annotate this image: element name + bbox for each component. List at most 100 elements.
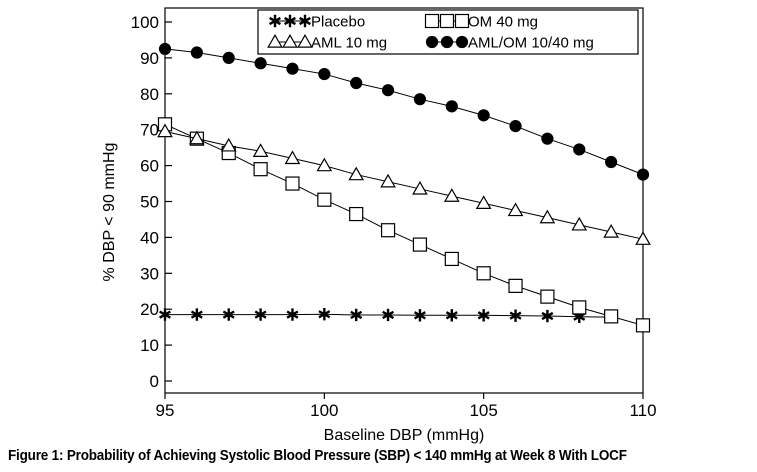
data-point bbox=[350, 308, 363, 322]
y-axis: 0 10 20 30 40 50 60 70 80 90 100 bbox=[131, 13, 172, 391]
legend-label: Placebo bbox=[311, 14, 365, 31]
series-line bbox=[164, 123, 644, 326]
data-point bbox=[159, 308, 171, 321]
legend-label: OM 40 mg bbox=[468, 14, 538, 31]
data-point bbox=[318, 308, 331, 321]
y-tick-label: 90 bbox=[140, 49, 159, 68]
data-point bbox=[509, 309, 522, 322]
legend-marker bbox=[454, 13, 470, 29]
data-point bbox=[412, 180, 428, 195]
data-point bbox=[635, 318, 651, 333]
x-tick-label: 100 bbox=[310, 401, 338, 420]
y-tick-label: 70 bbox=[140, 121, 159, 140]
data-point bbox=[477, 309, 490, 322]
legend-marker bbox=[439, 13, 455, 29]
series-line bbox=[164, 48, 644, 176]
data-point bbox=[539, 209, 556, 224]
data-point bbox=[508, 278, 523, 293]
data-point bbox=[445, 100, 458, 113]
legend-marker bbox=[424, 13, 440, 29]
y-axis-title: % DBP < 90 mmHg bbox=[101, 143, 118, 282]
data-point bbox=[604, 309, 619, 324]
legend-marker bbox=[267, 33, 283, 48]
legend-marker bbox=[297, 33, 313, 48]
x-tick-label: 105 bbox=[469, 401, 497, 420]
data-point bbox=[222, 51, 235, 65]
data-point bbox=[412, 237, 428, 252]
data-point bbox=[317, 192, 332, 207]
x-axis-title: Baseline DBP (mmHg) bbox=[324, 427, 485, 444]
series-layer bbox=[157, 42, 651, 333]
legend-marker bbox=[425, 35, 439, 49]
data-point bbox=[605, 155, 618, 169]
legend-label: AML 10 mg bbox=[311, 35, 387, 52]
data-point bbox=[475, 195, 492, 209]
y-tick-label: 20 bbox=[140, 300, 159, 319]
data-point bbox=[413, 309, 426, 322]
y-tick-label: 60 bbox=[140, 157, 159, 176]
series-circle bbox=[158, 42, 650, 181]
legend-item-star: Placebo bbox=[269, 14, 365, 31]
data-point bbox=[380, 223, 396, 238]
x-tick-label: 95 bbox=[156, 401, 175, 420]
data-point bbox=[413, 93, 427, 106]
data-point bbox=[476, 266, 491, 281]
data-point bbox=[477, 109, 490, 122]
data-point bbox=[252, 143, 269, 157]
figure-caption: Figure 1: Probability of Achieving Systo… bbox=[8, 448, 627, 464]
x-axis: 95 100 105 110 bbox=[156, 393, 657, 420]
legend-marker bbox=[282, 33, 298, 48]
data-point bbox=[190, 46, 203, 59]
y-tick-label: 40 bbox=[140, 228, 159, 247]
data-point bbox=[220, 137, 237, 152]
y-tick-label: 10 bbox=[140, 336, 159, 355]
y-tick-label: 80 bbox=[140, 85, 159, 104]
series-line bbox=[164, 131, 644, 240]
data-point bbox=[603, 224, 619, 238]
data-point bbox=[348, 166, 365, 181]
y-tick-label: 0 bbox=[150, 372, 159, 391]
series-star bbox=[159, 308, 618, 324]
legend-item-triangle: AML 10 mg bbox=[267, 33, 387, 52]
chart: 0 10 20 30 40 50 60 70 80 90 100 95 100 105 110 % DBP… bbox=[101, 7, 657, 444]
data-point bbox=[445, 309, 458, 322]
data-point bbox=[380, 173, 396, 188]
data-point bbox=[286, 308, 299, 321]
y-tick-label: 30 bbox=[140, 264, 159, 283]
y-tick-label: 100 bbox=[131, 13, 159, 32]
plot-frame bbox=[164, 7, 644, 394]
data-point bbox=[286, 62, 299, 75]
data-point bbox=[635, 231, 651, 245]
data-point bbox=[636, 168, 650, 181]
data-point bbox=[285, 176, 300, 191]
data-point bbox=[507, 202, 524, 217]
data-point bbox=[572, 300, 587, 315]
legend-marker bbox=[269, 14, 281, 28]
data-point bbox=[350, 76, 363, 90]
data-point bbox=[349, 206, 364, 222]
data-point bbox=[189, 130, 205, 145]
legend-item-circle: AML/OM 10/40 mg bbox=[425, 35, 594, 52]
data-point bbox=[509, 120, 522, 133]
data-point bbox=[253, 162, 268, 177]
data-point bbox=[382, 308, 395, 322]
data-point bbox=[284, 150, 301, 165]
data-point bbox=[571, 216, 588, 231]
series-square bbox=[157, 117, 651, 333]
legend-item-square: OM 40 mg bbox=[424, 13, 538, 31]
data-point bbox=[157, 123, 173, 138]
legend-marker bbox=[284, 14, 296, 28]
data-point bbox=[318, 67, 331, 81]
legend-label: AML/OM 10/40 mg bbox=[468, 35, 594, 52]
data-point bbox=[158, 42, 172, 56]
x-tick-label: 110 bbox=[629, 401, 656, 420]
data-point bbox=[254, 57, 267, 70]
data-point bbox=[444, 251, 459, 267]
data-point bbox=[443, 188, 460, 202]
legend-marker bbox=[455, 35, 469, 49]
y-tick-label: 50 bbox=[140, 193, 159, 212]
data-point bbox=[573, 143, 586, 156]
legend-marker bbox=[440, 35, 454, 49]
data-point bbox=[541, 132, 554, 145]
data-point bbox=[222, 308, 235, 321]
